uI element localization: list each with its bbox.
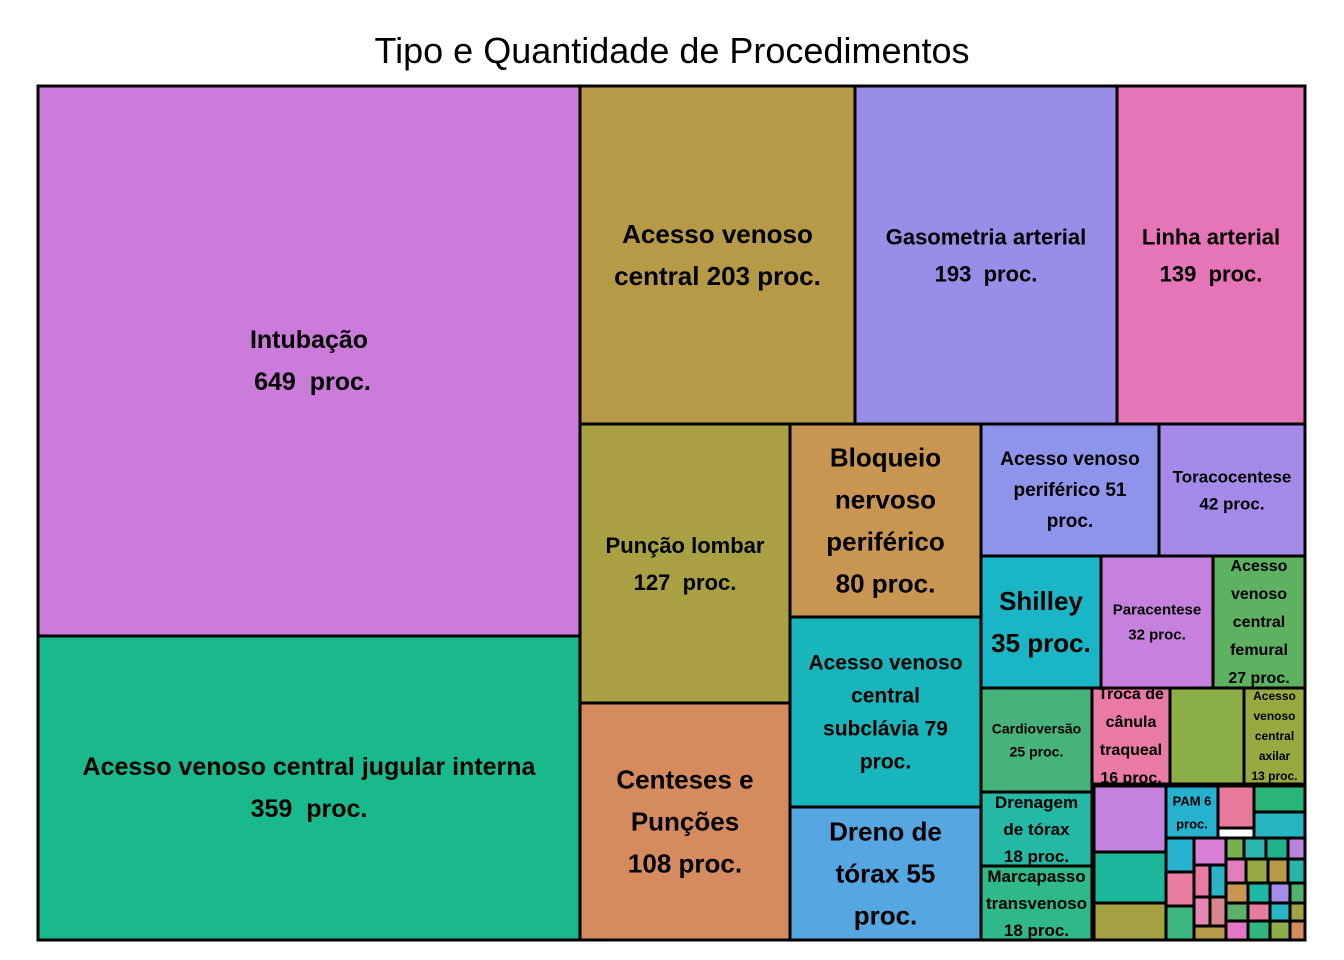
treemap-tile-small: [1288, 881, 1307, 905]
treemap-tile-small: [1192, 863, 1212, 899]
treemap-tile: [979, 686, 1094, 794]
treemap-tile-small: [1264, 836, 1290, 861]
treemap-tile: [578, 701, 792, 942]
treemap-tile-small: [1224, 857, 1248, 885]
treemap-tile: [1090, 686, 1172, 786]
tile-label: Drenagem de tórax 18 proc.: [995, 793, 1078, 866]
treemap-tile-small: [1192, 836, 1228, 867]
treemap-tile: [979, 554, 1103, 690]
treemap-tile: [979, 864, 1094, 942]
chart-title: Tipo e Quantidade de Procedimentos: [374, 30, 970, 71]
treemap-tile-small: [1268, 901, 1292, 923]
treemap-tile: [788, 805, 983, 942]
tile-label: Acesso venoso periférico 51 proc.: [1000, 449, 1139, 532]
tile-label: Punção lombar 127 proc.: [606, 533, 765, 595]
tile-label: Bloqueio nervoso periférico 80 proc.: [826, 443, 945, 599]
tile-label: Cardioversão 25 proc.: [992, 721, 1081, 760]
treemap-tile-small: [1252, 810, 1307, 840]
treemap-tile: [1099, 554, 1215, 690]
tile-label: Acesso venoso central subclávia 79 proc.: [808, 651, 962, 773]
treemap-tile-small: [1288, 919, 1307, 942]
treemap-tile-small: [1208, 863, 1228, 899]
tile-label: Toracocentese 42 proc.: [1173, 467, 1292, 513]
treemap-tile-small: [1246, 881, 1272, 905]
treemap-tile-small: [1092, 784, 1168, 854]
treemap-tile: [1168, 686, 1246, 786]
treemap-border: [36, 84, 1307, 942]
tile-label: Acesso venoso central 203 proc.: [614, 219, 821, 291]
tile-label: Marcapasso transvenoso 18 proc.: [986, 867, 1087, 940]
treemap-tile-small: [1252, 784, 1307, 814]
treemap-tile: [1115, 84, 1307, 426]
treemap-tile-small: [1224, 881, 1250, 905]
treemap-tile-small: [1286, 836, 1307, 861]
treemap-tile: [36, 84, 582, 638]
treemap-tile: [853, 84, 1119, 426]
treemap-tile-small: [1246, 901, 1272, 923]
treemap-tile: [578, 84, 857, 426]
treemap-tile: [578, 422, 792, 705]
tile-label: Centeses e Punções 108 proc.: [616, 765, 753, 879]
treemap-tile-small: [1164, 904, 1196, 942]
tile-label: Acesso venoso central axilar 13 proc.: [1251, 689, 1297, 783]
treemap-tile: [1157, 422, 1307, 558]
treemap-tile-small: [1192, 895, 1212, 928]
treemap-tile-small: [1286, 857, 1307, 885]
treemap-tile: [36, 634, 582, 942]
treemap-tile: [788, 615, 983, 809]
treemap-tile-small: [1224, 919, 1250, 942]
treemap-tile-small: [1246, 919, 1272, 942]
treemap-tile-small: [1266, 857, 1290, 885]
treemap-tile-small: [1242, 836, 1268, 861]
tile-label: PAM 6 proc.: [1173, 793, 1212, 831]
treemap-tile-small: [1224, 901, 1250, 923]
tile-label: Dreno de tórax 55 proc.: [829, 817, 942, 931]
tile-label: Acesso venoso central femural 27 proc.: [1228, 558, 1289, 687]
treemap-tile-small: [1224, 836, 1246, 861]
treemap-tile-small: [1164, 870, 1196, 908]
tile-label: Acesso venoso central jugular interna 359…: [83, 753, 537, 823]
treemap-tile-small: [1164, 836, 1196, 874]
treemap-tile-small: [1092, 901, 1168, 942]
treemap-tile-small: [1192, 924, 1228, 942]
treemap-tile-small: [1288, 901, 1307, 923]
treemap-tile-small: [1216, 784, 1256, 830]
treemap-tile-small: [1092, 850, 1168, 905]
treemap-tile-small: [1268, 919, 1292, 942]
treemap-tile-small: [1208, 895, 1228, 928]
tile-label: Gasometria arterial 193 proc.: [886, 224, 1087, 286]
treemap-tile-small: [1244, 857, 1270, 885]
tile-label: Intubação 649 proc.: [247, 326, 371, 396]
treemap-tile: [979, 790, 1094, 868]
tile-label: Troca de cânula traqueal 16 proc.: [1098, 686, 1164, 787]
treemap-tile-small: [1268, 881, 1292, 905]
tile-label: Paracentese 32 proc.: [1113, 601, 1201, 643]
tile-label: Shilley 35 proc.: [991, 586, 1091, 658]
treemap-tile: [788, 422, 983, 619]
tile-label: Linha arterial 139 proc.: [1142, 224, 1280, 286]
